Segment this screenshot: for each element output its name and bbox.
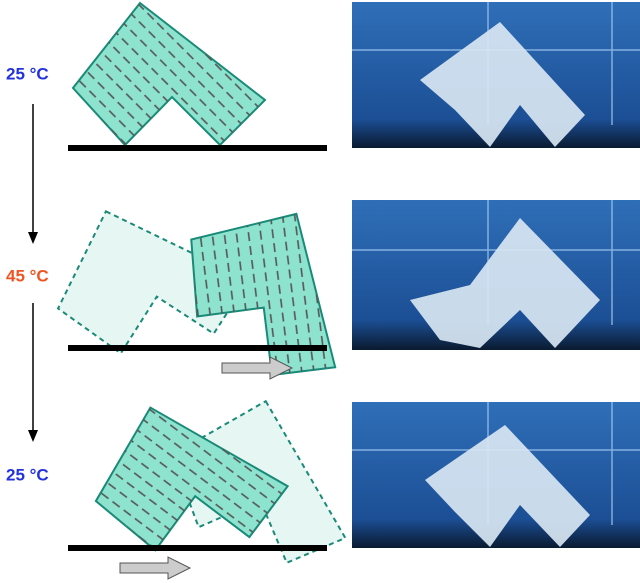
schematic-1 [68, 2, 327, 151]
temperature-label: 25 °C [6, 64, 49, 83]
temperature-label: 45 °C [6, 266, 49, 285]
step-arrow [28, 104, 38, 442]
temperature-label: 25 °C [6, 465, 49, 484]
photo-1 [352, 2, 640, 148]
schematic-2 [39, 171, 396, 404]
photo-3 [352, 402, 640, 548]
schematic-3 [68, 375, 383, 581]
photo-2 [352, 200, 640, 350]
